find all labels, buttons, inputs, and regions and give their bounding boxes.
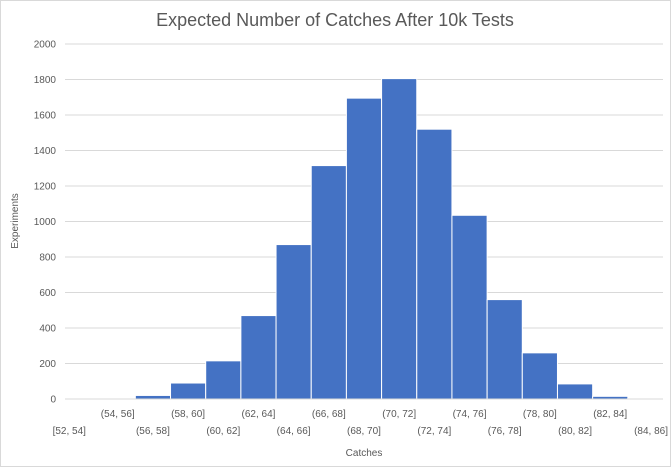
y-tick-label: 1400	[34, 146, 57, 157]
histogram-bar	[310, 165, 347, 400]
x-tick-label: (74, 76]	[453, 409, 487, 420]
x-tick-label: (54, 56]	[101, 409, 135, 420]
x-tick-label: (84, 86]	[634, 426, 668, 437]
y-axis-title: Experiments	[10, 193, 21, 249]
y-axis-tick-labels: 0 200 400 600 800 1000 1200 1400 1600 1800 2000	[34, 40, 57, 406]
histogram-bar	[381, 78, 418, 400]
histogram-bar	[275, 244, 312, 400]
x-tick-label: (70, 72]	[382, 409, 416, 420]
histogram-bar	[240, 315, 277, 400]
x-tick-label: (60, 62]	[206, 426, 240, 437]
x-tick-label: (62, 64]	[242, 409, 276, 420]
x-tick-label: (82, 84]	[593, 409, 627, 420]
histogram-bar	[486, 299, 523, 400]
y-tick-label: 200	[39, 359, 56, 370]
histogram-bar	[170, 382, 207, 400]
x-axis-title: Catches	[346, 448, 383, 459]
chart-title: Expected Number of Catches After 10k Tes…	[156, 10, 514, 30]
histogram-bar	[205, 360, 242, 400]
histogram-bar	[521, 352, 558, 400]
histogram-bar	[134, 394, 172, 400]
histogram-bar	[345, 97, 383, 400]
y-tick-label: 1600	[34, 111, 57, 122]
x-axis-tick-labels: [52, 54] (54, 56](56, 58](58, 60](60, 62]…	[53, 409, 669, 437]
y-tick-label: 0	[50, 395, 56, 406]
y-tick-label: 2000	[34, 40, 57, 51]
y-tick-label: 600	[39, 288, 56, 299]
x-tick-label: (80, 82]	[558, 426, 592, 437]
histogram-bar	[556, 383, 594, 400]
bars	[64, 78, 664, 400]
y-tick-label: 1000	[34, 217, 57, 228]
x-tick-label: (76, 78]	[488, 426, 522, 437]
x-tick-label: (78, 80]	[523, 409, 557, 420]
y-tick-label: 1800	[34, 75, 57, 86]
x-tick-label: (66, 68]	[312, 409, 346, 420]
x-tick-label: (58, 60]	[171, 409, 205, 420]
x-tick-label: (64, 66]	[277, 426, 311, 437]
x-tick-label: (68, 70]	[347, 426, 381, 437]
y-tick-label: 400	[39, 324, 56, 335]
histogram-bar	[451, 214, 488, 400]
x-tick-label: (56, 58]	[136, 426, 170, 437]
histogram-bar	[416, 128, 453, 400]
y-tick-label: 800	[39, 253, 56, 264]
x-tick-label: (72, 74]	[417, 426, 451, 437]
y-tick-label: 1200	[34, 182, 57, 193]
x-tick-label: [52, 54]	[53, 426, 87, 437]
